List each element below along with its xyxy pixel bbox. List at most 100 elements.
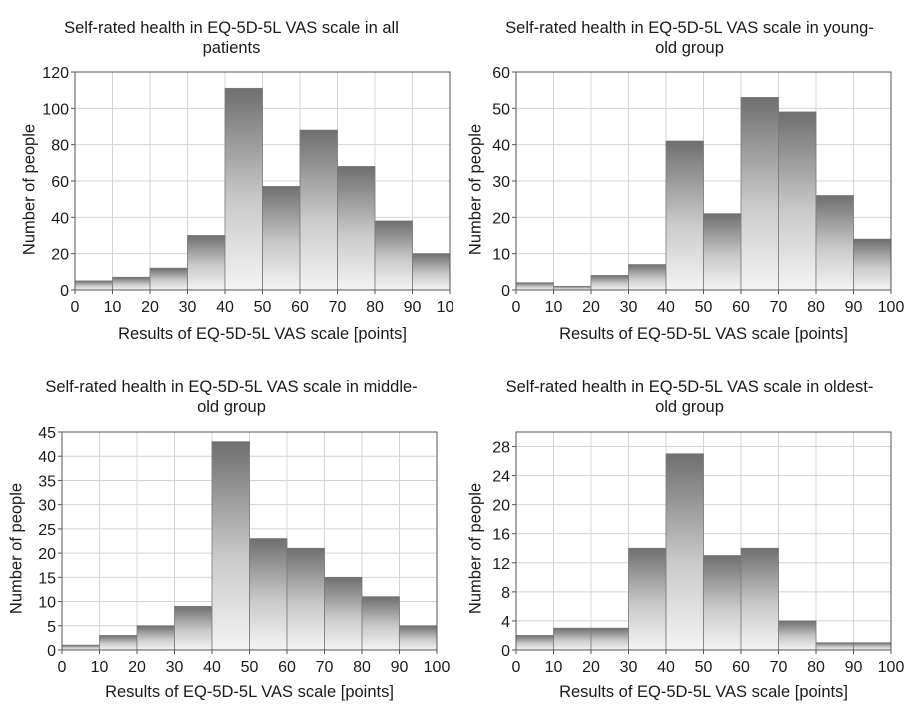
x-axis-label: Results of EQ-5D-5L VAS scale [points] bbox=[118, 325, 407, 343]
y-tick-label: 16 bbox=[492, 527, 510, 544]
x-tick-label: 40 bbox=[203, 659, 221, 676]
histogram-bar bbox=[665, 453, 704, 651]
histogram-bar bbox=[249, 538, 288, 651]
x-tick-label: 10 bbox=[545, 659, 563, 676]
histogram-bar bbox=[299, 129, 338, 291]
x-tick-label: 40 bbox=[657, 659, 675, 676]
x-tick-label: 90 bbox=[845, 659, 863, 676]
y-tick-label: 0 bbox=[60, 283, 69, 300]
x-tick-label: 70 bbox=[770, 659, 788, 676]
x-tick-label: 70 bbox=[316, 659, 334, 676]
x-tick-label: 100 bbox=[437, 299, 453, 316]
histogram-bar bbox=[740, 547, 779, 651]
chart-panel-young-old: Self-rated health in EQ-5D-5L VAS scale … bbox=[453, 0, 906, 361]
x-tick-label: 50 bbox=[254, 299, 272, 316]
y-tick-label: 60 bbox=[51, 174, 69, 191]
x-tick-label: 40 bbox=[657, 299, 675, 316]
histogram-bar bbox=[74, 280, 113, 291]
x-tick-label: 50 bbox=[241, 659, 259, 676]
x-tick-label: 20 bbox=[582, 299, 600, 316]
y-tick-label: 60 bbox=[492, 65, 510, 82]
histogram-bar bbox=[262, 186, 301, 291]
y-tick-label: 28 bbox=[492, 440, 510, 457]
histogram-bar bbox=[361, 596, 400, 651]
x-tick-label: 80 bbox=[807, 659, 825, 676]
x-tick-label: 100 bbox=[424, 659, 451, 676]
x-tick-label: 50 bbox=[695, 299, 713, 316]
histogram-bar bbox=[553, 285, 592, 291]
histogram-bar bbox=[778, 111, 817, 291]
x-tick-label: 60 bbox=[291, 299, 309, 316]
x-tick-label: 30 bbox=[166, 659, 184, 676]
histogram-svg: 0 5 10 15 20 25 30 35 40 45 0 10 20 30 40 50 60 70 80 90 100 bbox=[38, 425, 451, 676]
histogram-bar bbox=[399, 625, 438, 651]
histogram-bar bbox=[515, 635, 554, 651]
chart-title: Self-rated health in EQ-5D-5L VAS scale … bbox=[505, 19, 874, 57]
histogram-bar bbox=[136, 625, 175, 651]
histogram-bar bbox=[778, 620, 817, 651]
x-tick-label: 50 bbox=[695, 659, 713, 676]
x-tick-label: 80 bbox=[366, 299, 384, 316]
y-tick-label: 25 bbox=[38, 522, 56, 539]
histogram-bar bbox=[286, 547, 325, 651]
histogram-bar bbox=[174, 605, 213, 651]
histogram-bar bbox=[337, 166, 376, 291]
histogram-bar bbox=[853, 642, 892, 651]
chart-title: Self-rated health in EQ-5D-5L VAS scale … bbox=[45, 378, 418, 416]
histogram-bar bbox=[211, 441, 250, 651]
x-tick-label: 70 bbox=[329, 299, 347, 316]
x-tick-label: 10 bbox=[545, 299, 563, 316]
x-tick-label: 0 bbox=[512, 659, 521, 676]
histogram-bar bbox=[853, 238, 892, 291]
histogram-bar bbox=[703, 213, 742, 291]
y-tick-label: 8 bbox=[501, 585, 510, 602]
x-tick-label: 100 bbox=[878, 299, 905, 316]
histogram-bar bbox=[815, 642, 854, 651]
x-tick-label: 40 bbox=[216, 299, 234, 316]
x-tick-label: 70 bbox=[770, 299, 788, 316]
x-axis-label: Results of EQ-5D-5L VAS scale [points] bbox=[105, 683, 394, 701]
histogram-bar bbox=[61, 644, 100, 651]
histogram-bar bbox=[590, 275, 629, 291]
histogram-svg: 0 4 8 12 16 20 24 28 0 10 20 30 40 50 60 70 80 90 100 bbox=[492, 431, 904, 676]
chart-panel-middle-old: Self-rated health in EQ-5D-5L VAS scale … bbox=[0, 361, 453, 722]
y-tick-label: 30 bbox=[492, 174, 510, 191]
y-tick-label: 40 bbox=[492, 138, 510, 155]
x-tick-label: 10 bbox=[91, 659, 109, 676]
histogram-bar bbox=[628, 547, 667, 651]
y-tick-label: 80 bbox=[51, 138, 69, 155]
x-tick-label: 30 bbox=[620, 659, 638, 676]
y-tick-label: 15 bbox=[38, 570, 56, 587]
x-tick-label: 20 bbox=[141, 299, 159, 316]
x-tick-label: 90 bbox=[845, 299, 863, 316]
chart-title: Self-rated health in EQ-5D-5L VAS scale … bbox=[505, 378, 874, 416]
y-tick-label: 30 bbox=[38, 498, 56, 515]
y-axis-label: Number of people bbox=[20, 123, 39, 256]
y-tick-label: 20 bbox=[38, 546, 56, 563]
y-tick-label: 5 bbox=[47, 619, 56, 636]
y-tick-label: 10 bbox=[38, 595, 56, 612]
x-tick-label: 90 bbox=[404, 299, 422, 316]
x-tick-label: 20 bbox=[128, 659, 146, 676]
y-tick-label: 0 bbox=[47, 643, 56, 660]
histogram-bar bbox=[374, 220, 413, 291]
y-tick-label: 50 bbox=[492, 101, 510, 118]
chart-panel-oldest-old: Self-rated health in EQ-5D-5L VAS scale … bbox=[453, 361, 906, 722]
y-tick-label: 20 bbox=[51, 247, 69, 264]
x-tick-label: 10 bbox=[104, 299, 122, 316]
x-tick-label: 30 bbox=[179, 299, 197, 316]
histogram-bar bbox=[412, 253, 451, 291]
y-tick-label: 0 bbox=[501, 643, 510, 660]
histogram-bar bbox=[740, 97, 779, 291]
y-tick-label: 100 bbox=[42, 101, 69, 118]
y-tick-label: 35 bbox=[38, 473, 56, 490]
y-tick-label: 40 bbox=[51, 210, 69, 227]
x-tick-label: 30 bbox=[620, 299, 638, 316]
x-tick-label: 80 bbox=[807, 299, 825, 316]
y-tick-label: 10 bbox=[492, 247, 510, 264]
y-tick-label: 0 bbox=[501, 283, 510, 300]
y-tick-label: 40 bbox=[38, 449, 56, 466]
histogram-bar bbox=[815, 195, 854, 291]
histogram-bar bbox=[324, 576, 363, 651]
